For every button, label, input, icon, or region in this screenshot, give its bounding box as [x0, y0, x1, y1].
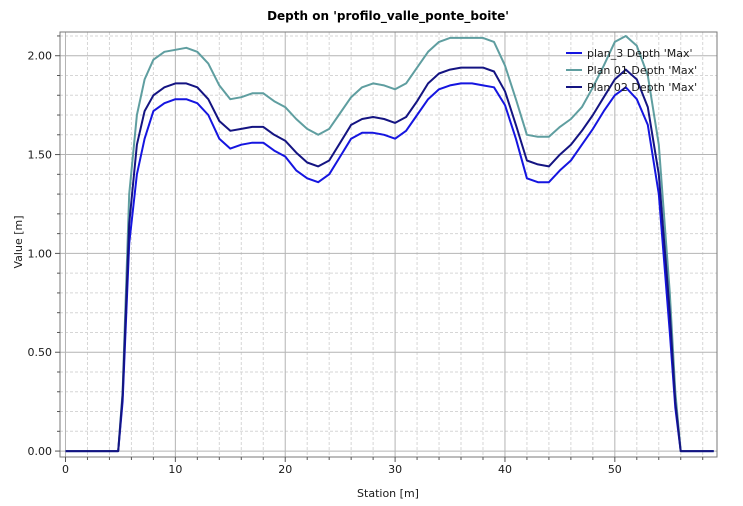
x-axis-ticks: 0 10 20 30 40 50 [62, 457, 704, 476]
y-tick-label: 2.00 [28, 50, 53, 63]
series-line-3 [65, 66, 714, 453]
chart-title: Depth on 'profilo_valle_ponte_boite' [267, 9, 509, 24]
x-tick-label: 50 [608, 463, 622, 476]
y-tick-label: 1.00 [28, 247, 53, 260]
legend-entry-label: plan_3 Depth 'Max' [587, 47, 693, 60]
major-grid [60, 32, 717, 457]
y-axis-label: Value [m] [12, 215, 25, 268]
legend-entry-label: Plan 01 Depth 'Max' [587, 64, 697, 77]
legend: plan_3 Depth 'Max' Plan 01 Depth 'Max' Pla… [566, 47, 697, 94]
x-tick-label: 20 [278, 463, 292, 476]
legend-entry-label: Plan 02 Depth 'Max' [587, 81, 697, 94]
y-tick-label: 0.50 [28, 346, 53, 359]
series-line-1 [65, 82, 714, 453]
x-axis-label: Station [m] [357, 487, 419, 500]
series-line-2 [65, 35, 714, 453]
x-tick-label: 10 [168, 463, 182, 476]
y-tick-label: 0.00 [28, 445, 53, 458]
series-layer [65, 35, 714, 453]
x-tick-label: 0 [62, 463, 69, 476]
x-tick-label: 40 [498, 463, 512, 476]
x-tick-label: 30 [388, 463, 402, 476]
plot-frame [59, 31, 718, 458]
y-axis-ticks: 0.00 0.50 1.00 1.50 2.00 [28, 35, 60, 458]
y-tick-label: 1.50 [28, 149, 53, 162]
